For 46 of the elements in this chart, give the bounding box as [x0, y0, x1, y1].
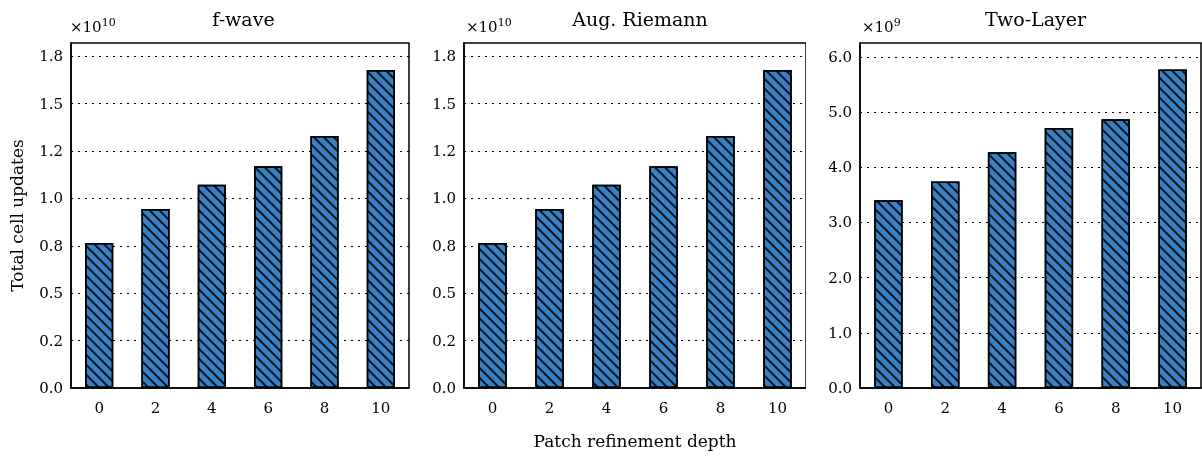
x-tick-label: 2: [544, 398, 555, 417]
x-tick-label: 8: [1110, 398, 1121, 417]
x-tick-label: 8: [319, 398, 330, 417]
chart-title: Aug. Riemann: [571, 7, 708, 30]
y-tick-label: 0.5: [432, 284, 456, 303]
chart-title: f-wave: [212, 7, 275, 30]
x-tick-label: 2: [150, 398, 161, 417]
y-tick-label: 0.8: [39, 236, 63, 255]
x-tick-label: 4: [997, 398, 1007, 417]
y-tick-label: 0.2: [432, 331, 456, 350]
y-tick-label: 0.0: [39, 379, 63, 397]
y-tick-label: 1.0: [39, 189, 63, 208]
x-tick-label: 4: [207, 398, 217, 417]
x-tick-label: 10: [371, 398, 391, 417]
y-axis-title: Total cell updates: [6, 139, 27, 292]
x-tick-label: 10: [1163, 398, 1183, 417]
y-tick-label: 1.2: [39, 142, 63, 161]
x-tick-label: 0: [487, 398, 498, 417]
x-tick-label: 10: [767, 398, 788, 417]
y-tick-label: 1.0: [828, 323, 852, 342]
y-tick-label: 1.2: [432, 142, 456, 161]
y-tick-label: 5.0: [828, 103, 852, 121]
x-tick-label: 2: [940, 398, 951, 417]
x-tick-label: 6: [263, 398, 273, 417]
y-tick-label: 2.0: [828, 268, 852, 287]
y-tick-label: 1.0: [432, 189, 456, 208]
y-tick-label: 1.5: [39, 94, 63, 113]
y-tick-label: 0.8: [432, 236, 456, 255]
y-tick-label: 1.5: [432, 94, 456, 113]
y-tick-label: 0.0: [432, 379, 456, 397]
x-axis-title: Patch refinement depth: [533, 430, 737, 451]
chart-title: Two-Layer: [984, 7, 1087, 30]
y-tick-label: 3.0: [828, 213, 852, 232]
y-tick-label: 4.0: [828, 158, 852, 177]
x-tick-label: 4: [601, 398, 612, 417]
y-tick-label: 6.0: [828, 47, 852, 66]
y-tick-label: 0.5: [39, 284, 63, 303]
y-tick-label: 1.8: [39, 47, 63, 66]
x-tick-label: 0: [883, 398, 894, 417]
x-tick-label: 6: [658, 398, 669, 417]
y-tick-label: 1.8: [432, 47, 456, 66]
y-tick-label: 0.0: [828, 379, 852, 397]
x-tick-label: 0: [94, 398, 104, 417]
y-tick-label: 0.2: [39, 331, 63, 350]
x-tick-label: 6: [1054, 398, 1064, 417]
x-tick-label: 8: [715, 398, 726, 417]
